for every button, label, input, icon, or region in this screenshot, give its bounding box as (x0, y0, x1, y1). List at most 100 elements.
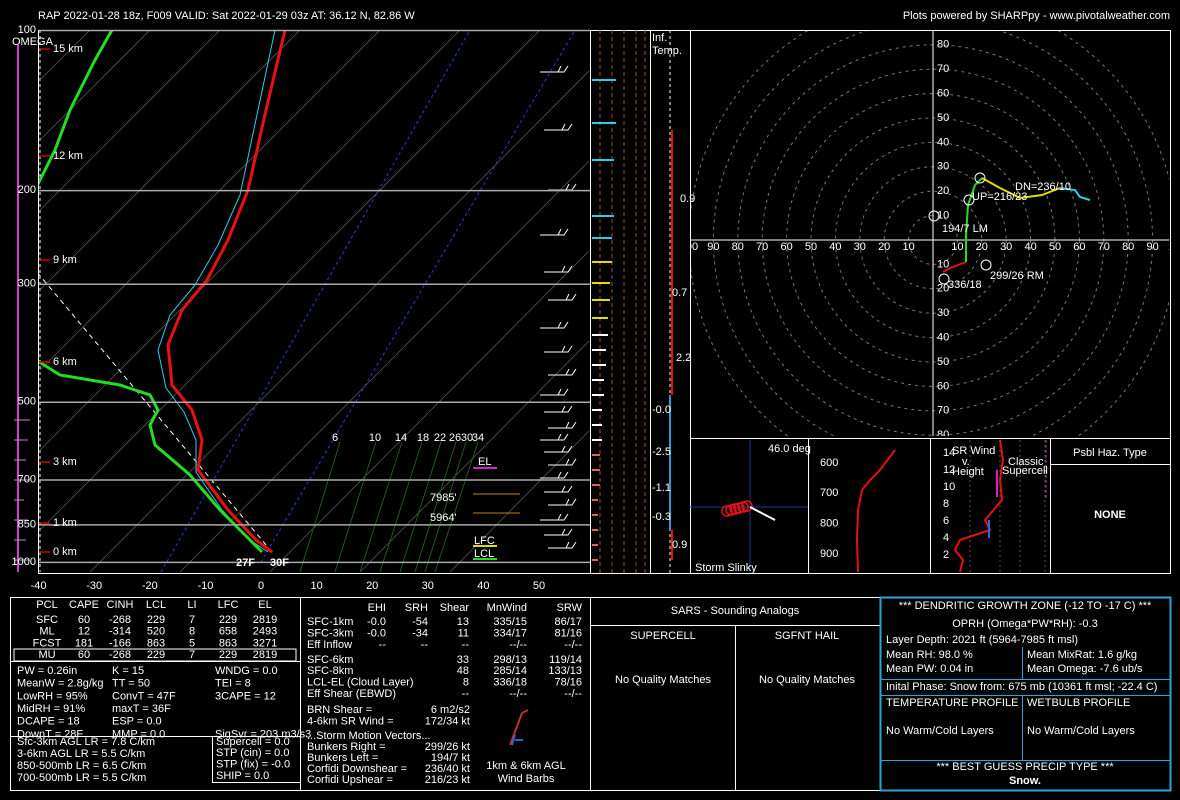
storm-motion-value: 299/26 kt (425, 741, 470, 753)
parcel-cell: ML (39, 626, 54, 638)
storm-motion-label: Corfidi Upshear = (307, 774, 393, 786)
temp-label: -10 (197, 580, 213, 592)
srwind-note: Supercell (1002, 465, 1048, 477)
wind-barb-flag (565, 293, 570, 301)
hodo-ring-label: 10 (937, 258, 949, 270)
sars-title: SARS - Sounding Analogs (671, 605, 800, 617)
barb-legend: Wind Barbs (498, 773, 555, 785)
index-value: SigSvr = 203 m3/s3 (215, 728, 311, 740)
temp-label: 0 (258, 580, 264, 592)
parcel-cell: 2819 (253, 614, 277, 626)
hodo-ring-label: 70 (1098, 241, 1110, 253)
pressure-label: 850 (18, 518, 36, 530)
height-label: 1 km (53, 517, 77, 529)
thetae-label: 900 (820, 548, 838, 560)
parcel-cell: 229 (147, 649, 165, 661)
hodo-ring-label: 100 (680, 241, 698, 253)
brn-label: BRN Shear = (307, 704, 372, 716)
header-title: RAP 2022-01-28 18z, F009 VALID: Sat 2022… (38, 10, 415, 22)
hodo-ring-label: 30 (937, 161, 949, 173)
hodo-up: UP=216/23 (972, 191, 1027, 203)
precip-title: *** BEST GUESS PRECIP TYPE *** (936, 761, 1114, 773)
srwind-title: SR Wind (952, 445, 995, 457)
hodo-ring-label: 30 (937, 307, 949, 319)
inflow-title: Inf. (652, 32, 667, 44)
index-value: DCAPE = 18 (17, 716, 80, 728)
wind-barb (548, 421, 577, 429)
dgz-omega: Mean Omega: -7.6 ub/s (1027, 663, 1143, 675)
index-value: ESP = 0.0 (112, 716, 162, 728)
kinematic-header: Shear (440, 602, 470, 614)
kinematic-cell: --/-- (564, 639, 582, 651)
header-credit: Plots powered by SHARPpy - www.pivotalwe… (903, 10, 1170, 22)
srwind-title: v. (962, 456, 970, 468)
hodo-ring-label: 80 (1122, 241, 1134, 253)
temp-profile-title: TEMPERATURE PROFILE (886, 697, 1018, 709)
kinematic-cell: 81/16 (554, 627, 582, 639)
wetbulb-title: WETBULB PROFILE (1027, 697, 1130, 709)
storm-motion-label: Bunkers Left = (307, 752, 378, 764)
mini-hodo (509, 709, 529, 746)
dgz-top: 7985' (430, 492, 457, 504)
height-label: 9 km (53, 254, 77, 266)
wind-barb-flag (561, 445, 566, 453)
kinematic-cell: SFC-6km (307, 654, 353, 666)
hodo-trace (981, 177, 1061, 200)
mixing-ratio-label: 14 (395, 432, 407, 444)
hodo-ring-label: 40 (937, 136, 949, 148)
parcel-cell: 12 (78, 626, 90, 638)
srwind-label: 6 (943, 515, 949, 527)
srwind-title: Height (952, 466, 984, 478)
height-label: 0 km (53, 546, 77, 558)
parcel-cell: 2493 (253, 626, 277, 638)
kinematic-cell: 13 (457, 616, 469, 628)
parcel-cell: 658 (219, 626, 237, 638)
hodo-ring-label: 70 (937, 63, 949, 75)
kinematic-cell: -34 (412, 627, 428, 639)
wind-barb (544, 123, 573, 131)
temp-label: -30 (86, 580, 102, 592)
hodo-trace (942, 261, 967, 273)
hodo-ring-label: 20 (976, 241, 988, 253)
hodo-ring-label: 40 (829, 241, 841, 253)
wind-barb (548, 458, 577, 466)
inflow-value: 0.9 (672, 539, 687, 551)
sars-result: No Quality Matches (759, 674, 855, 686)
wind-barb (544, 445, 573, 453)
parcel-cell: 520 (147, 626, 165, 638)
kinematic-cell: SFC-1km (307, 616, 353, 628)
hodo-trace (1059, 187, 1091, 201)
parcel-cell: 7 (189, 649, 195, 661)
parcel-cell: -268 (109, 649, 131, 661)
wind-barb-flag (557, 471, 562, 479)
kinematic-header: SRH (405, 602, 428, 614)
hodo-ring-label: 70 (937, 405, 949, 417)
kinematic-header: MnWind (487, 602, 527, 614)
inflow-value: -1.1 (652, 482, 671, 494)
temp-label: -40 (31, 580, 47, 592)
wind-barb-flag (561, 485, 566, 493)
hodo-ring-label: 10 (902, 241, 914, 253)
wind-barb-flag (561, 528, 566, 536)
inflow-value: 2.2 (676, 352, 691, 364)
hodo-ring-label: 50 (937, 112, 949, 124)
inflow-value: 0.9 (680, 193, 695, 205)
hodo-ring-label: 20 (937, 283, 949, 295)
wind-barb (540, 228, 569, 236)
srwind-label: 10 (943, 481, 955, 493)
hodo-marker (963, 194, 975, 206)
dgz-depth: Layer Depth: 2021 ft (5964-7985 ft msl) (886, 634, 1078, 646)
brn-value: 6 m2/s2 (431, 704, 470, 716)
hodo-ring-label: 80 (937, 429, 949, 441)
composite-index: Supercell = 0.0 (216, 736, 290, 748)
precip-type: Snow. (1009, 775, 1041, 787)
storm-motion-title: ...Storm Motion Vectors... (307, 730, 431, 742)
lower-panels-layout (690, 439, 1047, 573)
storm-motion-value: 216/23 kt (425, 774, 470, 786)
lapse-rate: 850-500mb LR = 6.5 C/km (17, 760, 146, 772)
composite-index: SHIP = 0.0 (216, 770, 269, 782)
dgz-oprh: OPRH (Omega*PW*RH): -0.3 (952, 618, 1097, 630)
height-label: 3 km (53, 456, 77, 468)
storm-motion-label: Bunkers Right = (307, 741, 386, 753)
